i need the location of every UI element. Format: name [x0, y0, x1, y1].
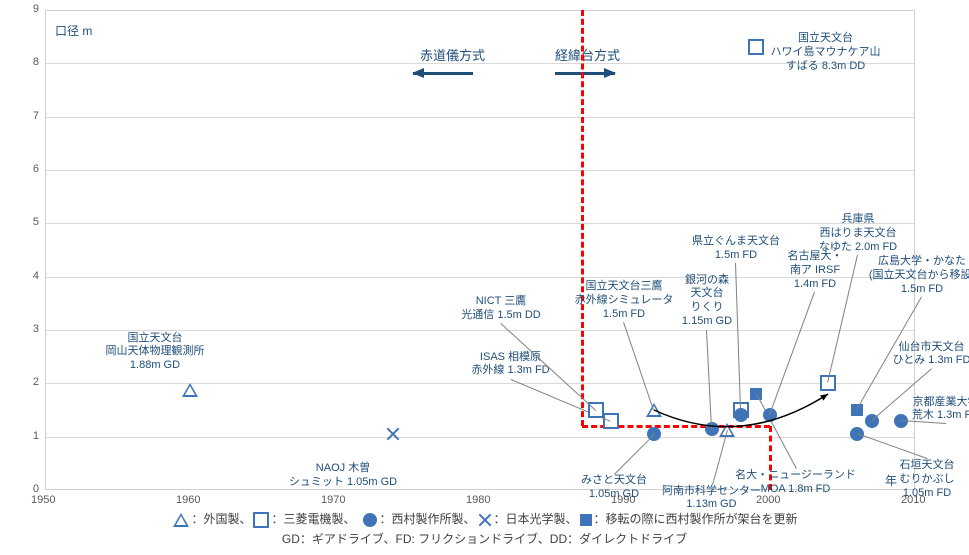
- legend-square-icon: [253, 512, 269, 528]
- plot-area: [45, 10, 915, 490]
- legend-text: ：日本光学製、: [494, 512, 578, 526]
- legend-symbols: ：外国製、 ：三菱電機製、 ：西村製作所製、 ：日本光学製、 ：移転の際に西村製作所が…: [0, 510, 969, 528]
- legend-text: ：外国製、: [191, 512, 251, 526]
- y-tick: 9: [33, 3, 39, 15]
- mount-type-right-label: 経緯台方式: [555, 45, 620, 64]
- data-point: [182, 383, 198, 397]
- point-label: 石垣天文台むりかぶし1.05m FD: [900, 459, 955, 500]
- y-tick: 5: [33, 216, 39, 228]
- x-axis-label: 年: [885, 472, 897, 489]
- y-tick: 8: [33, 56, 39, 68]
- gridline: [45, 170, 915, 171]
- gridline: [45, 437, 915, 438]
- y-tick: 2: [33, 376, 39, 388]
- data-point: [386, 427, 400, 441]
- point-label: 仙台市天文台ひとみ 1.3m FD: [893, 341, 969, 369]
- point-label: 県立ぐんま天文台1.5m FD: [692, 235, 780, 263]
- point-label: ISAS 相模原赤外線 1.3m FD: [471, 351, 549, 379]
- point-label: 広島大学・かなた(国立天文台から移設)1.5m FD: [869, 255, 969, 296]
- legend-triangle-icon: [173, 513, 189, 527]
- figure: { "chart":{ "type":"scatter", "plot_area…: [0, 0, 969, 555]
- y-tick: 6: [33, 163, 39, 175]
- gridline: [45, 383, 915, 384]
- legend-text: ：三菱電機製、: [271, 512, 361, 526]
- y-tick: 7: [33, 110, 39, 122]
- x-tick: 1960: [176, 494, 200, 506]
- data-point: [734, 408, 748, 422]
- legend-drive-types: GD：ギアドライブ、FD: フリクションドライブ、DD：ダイレクトドライブ: [0, 530, 969, 547]
- x-tick: 1980: [466, 494, 490, 506]
- legend-circle-icon: [363, 513, 377, 527]
- point-label: 銀河の森天文台りくり1.15m GD: [682, 274, 732, 329]
- data-point: [646, 403, 662, 417]
- mount-type-left-label: 赤道儀方式: [420, 45, 485, 64]
- point-label: 兵庫県西はりま天文台なゆた 2.0m FD: [819, 213, 897, 254]
- gridline: [45, 117, 915, 118]
- data-point: [748, 39, 764, 55]
- gridline: [45, 277, 915, 278]
- legend-x-icon: [478, 513, 492, 527]
- y-axis-label: 口径 m: [55, 22, 92, 39]
- point-label: 京都産業大学荒木 1.3m FD: [912, 396, 969, 424]
- y-tick: 3: [33, 323, 39, 335]
- point-label: NICT 三鷹光通信 1.5m DD: [461, 295, 540, 323]
- x-tick: 1970: [321, 494, 345, 506]
- divider-line: [581, 10, 584, 426]
- point-label: 国立天文台ハワイ島マウナケア山すばる 8.3m DD: [771, 32, 881, 73]
- arrow-right-icon: [555, 72, 615, 75]
- y-tick: 4: [33, 270, 39, 282]
- point-label: NAOJ 木曽シュミット 1.05m GD: [289, 462, 397, 490]
- legend-text: ：西村製作所製、: [379, 512, 475, 526]
- x-tick: 1950: [31, 494, 55, 506]
- legend-square-fill-icon: [580, 514, 592, 526]
- point-label: 名大・ニュージーランドMOA 1.8m FD: [735, 469, 856, 497]
- point-label: 国立天文台岡山天体物理観測所1.88m GD: [106, 332, 205, 373]
- arrow-left-icon: [413, 72, 473, 75]
- point-label: 名古屋大・南ア IRSF1.4m FD: [788, 250, 843, 291]
- y-tick: 1: [33, 430, 39, 442]
- gridline: [45, 223, 915, 224]
- point-label: 国立天文台三鷹赤外線シミュレータ 1.5m FD: [575, 280, 674, 321]
- point-label: みさと天文台1.05m GD: [581, 474, 647, 502]
- legend-text: ：移転の際に西村製作所が架台を更新: [594, 512, 798, 526]
